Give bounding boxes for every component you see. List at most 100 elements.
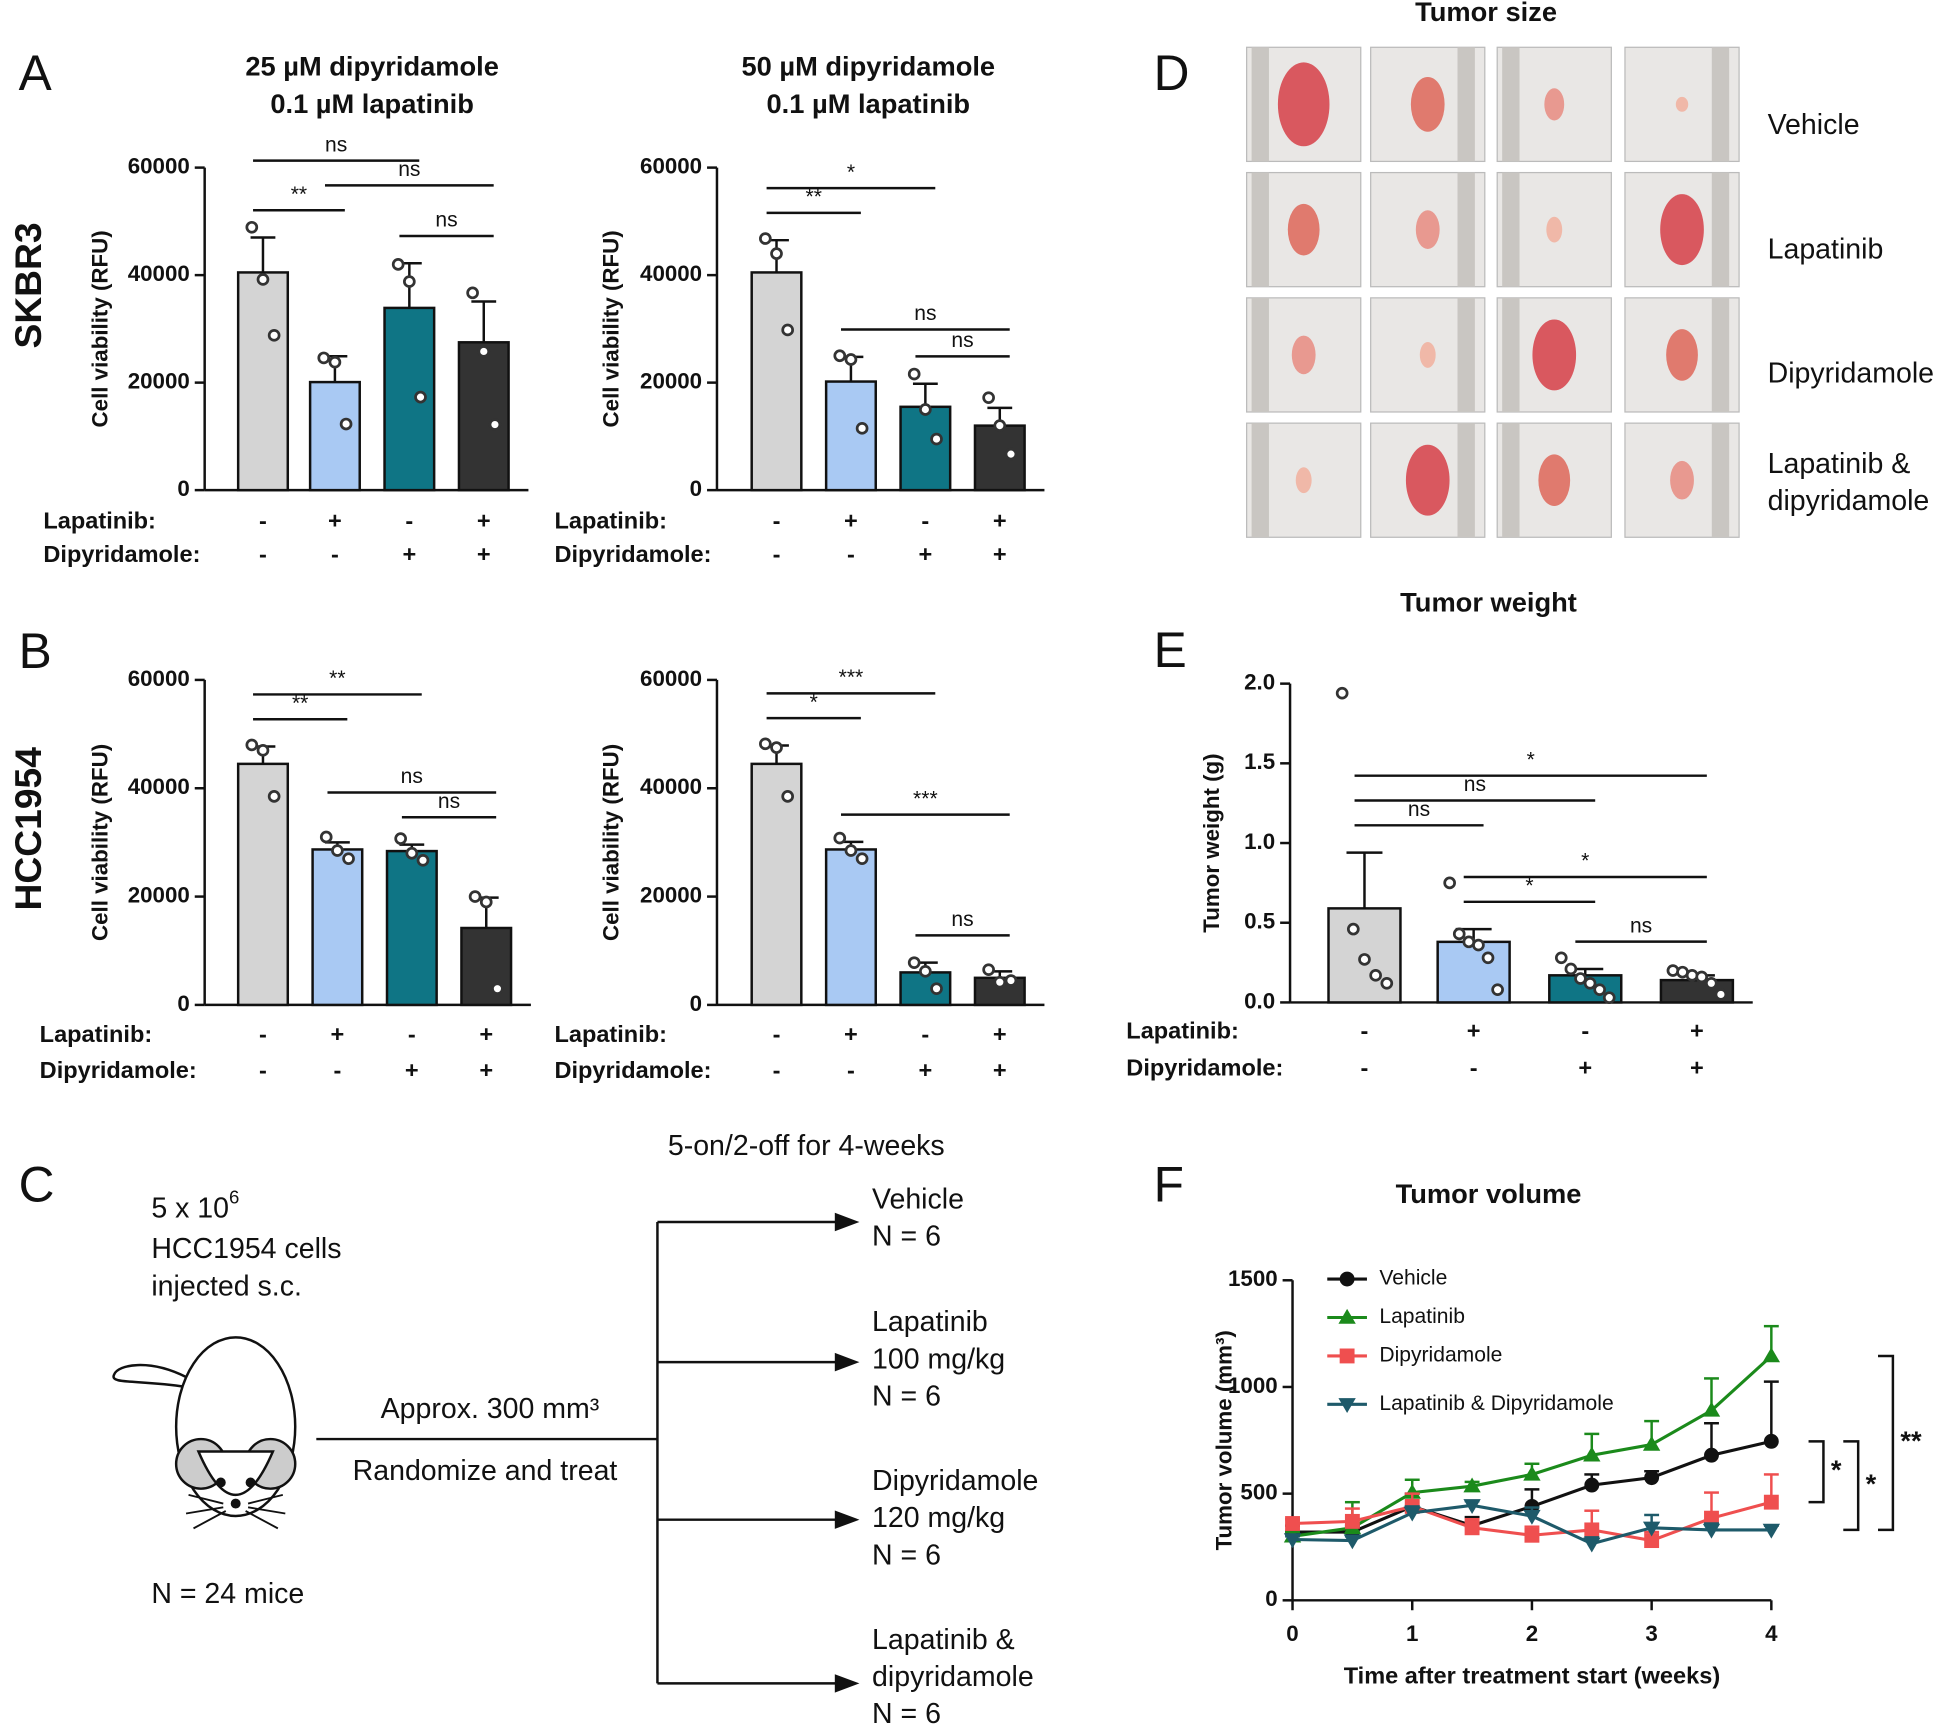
ruler: [1502, 47, 1520, 162]
x-axis-label: Time after treatment start (weeks): [1344, 1662, 1720, 1688]
significance-bracket: [1878, 1354, 1895, 1532]
condition-sign: -: [259, 1057, 267, 1083]
data-point: [1593, 983, 1606, 997]
y-axis-label: Tumor weight (g): [1199, 753, 1224, 932]
panel-label: E: [1154, 622, 1187, 678]
bar: [236, 762, 290, 1007]
x-tick-label: 3: [1645, 1621, 1657, 1646]
x-tick-label: 2: [1526, 1621, 1538, 1646]
panel-label: D: [1154, 45, 1190, 101]
chart-title: Tumor volume: [1396, 1178, 1582, 1209]
y-tick-label: 0.0: [1244, 988, 1275, 1013]
condition-label: Dipyridamole:: [554, 1057, 711, 1083]
significance-label: **: [1900, 1425, 1922, 1456]
data-point: [759, 232, 772, 245]
bar: [750, 762, 803, 1007]
significance-bracket: [1843, 1440, 1860, 1532]
group-text: N = 6: [872, 1539, 941, 1571]
tumor: [1675, 96, 1689, 112]
y-axis-label: Cell viability (RFU): [88, 744, 113, 941]
ruler: [1502, 297, 1520, 412]
data-point: [833, 831, 847, 845]
ruler: [1711, 423, 1730, 538]
y-tick-label: 20000: [128, 369, 190, 394]
data-point: [1472, 938, 1485, 952]
y-tick-label: 20000: [640, 882, 702, 907]
x-tick-label: 4: [1765, 1621, 1778, 1646]
tumor: [1295, 467, 1312, 494]
marker: [1283, 1533, 1302, 1549]
data-point: [1004, 974, 1018, 987]
condition-sign: +: [331, 1021, 345, 1047]
data-point: [328, 355, 342, 369]
data-point: [1714, 988, 1728, 1001]
tumor: [1666, 329, 1698, 381]
marker: [1583, 1537, 1601, 1553]
cells-count: 5 x 106: [151, 1186, 239, 1224]
marker: [1338, 1308, 1356, 1324]
condition-label: Lapatinib:: [554, 1021, 667, 1047]
ruler: [1457, 172, 1475, 287]
data-point: [930, 982, 943, 995]
data-point: [331, 844, 344, 857]
marker: [1339, 1348, 1355, 1364]
condition-label: Lapatinib:: [554, 508, 667, 534]
condition-sign: -: [1470, 1055, 1478, 1081]
y-tick-label: 2.0: [1244, 670, 1275, 695]
marker: [1584, 1522, 1600, 1538]
significance-label: **: [806, 186, 822, 209]
data-point: [1602, 991, 1616, 1004]
condition-sign: +: [918, 1057, 932, 1083]
bar: [824, 380, 877, 492]
data-point: [855, 421, 869, 435]
data-point: [1564, 962, 1578, 976]
data-point: [394, 832, 407, 845]
data-point: [319, 830, 333, 844]
y-tick-label: 0: [690, 991, 702, 1016]
cells-exponent: 6: [229, 1186, 239, 1207]
marker: [1403, 1506, 1421, 1522]
chart-title: Tumor weight: [1400, 586, 1577, 617]
photo-row-label: Lapatinib &: [1768, 448, 1911, 480]
data-point: [1004, 447, 1018, 461]
ruler: [1502, 172, 1520, 287]
condition-sign: +: [993, 541, 1007, 567]
data-point: [770, 741, 783, 754]
y-tick-label: 0.5: [1244, 909, 1275, 934]
significance-label: ns: [401, 765, 423, 788]
cells-base: 5 x 10: [151, 1192, 229, 1224]
y-tick-label: 1000: [1228, 1373, 1278, 1398]
data-point: [466, 286, 479, 300]
photos-title: Tumor size: [1415, 0, 1557, 27]
data-point: [416, 853, 430, 867]
condition-sign: -: [773, 1021, 781, 1047]
significance-label: ns: [951, 908, 973, 931]
ruler: [1251, 47, 1269, 162]
y-axis-label: Cell viability (RFU): [599, 744, 624, 941]
data-point: [1574, 972, 1587, 985]
y-tick-label: 1500: [1228, 1266, 1278, 1291]
data-point: [993, 975, 1007, 989]
group-text: Vehicle: [872, 1183, 964, 1215]
data-point: [391, 258, 405, 271]
legend-label: Dipyridamole: [1379, 1344, 1502, 1367]
data-point: [477, 345, 491, 358]
data-point: [770, 247, 783, 260]
data-point: [479, 895, 493, 909]
group-text: Lapatinib &: [872, 1624, 1015, 1656]
significance-label: *: [1525, 874, 1533, 897]
marker: [1704, 1447, 1719, 1463]
group-text: 120 mg/kg: [872, 1502, 1005, 1534]
data-point: [982, 963, 995, 977]
condition-sign: -: [259, 541, 267, 567]
significance-label: **: [329, 667, 345, 690]
data-point: [414, 390, 427, 404]
condition-sign: +: [477, 508, 491, 534]
bar: [385, 849, 438, 1007]
significance-label: ns: [914, 302, 936, 325]
y-tick-label: 1.0: [1244, 829, 1275, 854]
condition-label: Lapatinib:: [40, 1021, 153, 1047]
condition-sign: +: [405, 1057, 419, 1083]
data-point: [907, 956, 921, 969]
